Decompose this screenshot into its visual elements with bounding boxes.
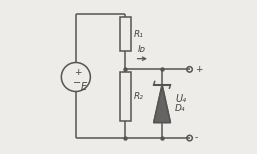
Text: Iᴅ: Iᴅ [138,45,146,54]
Text: R₂: R₂ [133,92,143,101]
Text: E: E [81,82,87,92]
Text: D₄: D₄ [175,104,186,113]
Bar [120,18,131,51]
Bar [120,72,131,121]
Text: -: - [195,134,198,143]
Text: −: − [73,78,81,88]
Text: U₄: U₄ [175,94,186,104]
Text: R₁: R₁ [133,30,143,39]
Text: +: + [74,68,81,77]
Text: +: + [195,65,202,74]
Polygon shape [154,85,170,123]
